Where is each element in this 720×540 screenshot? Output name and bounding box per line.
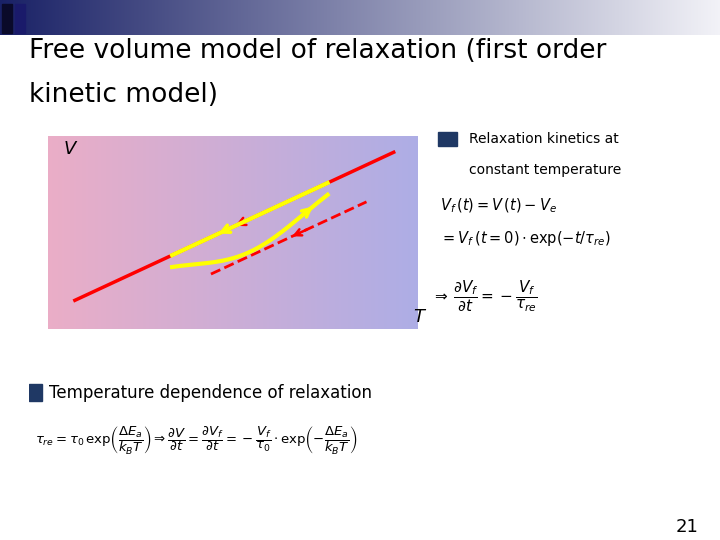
Text: kinetic model): kinetic model): [29, 82, 218, 107]
Bar: [2, 3, 12, 33]
Text: 21: 21: [675, 518, 698, 536]
Text: Relaxation kinetics at: Relaxation kinetics at: [469, 132, 618, 146]
Text: Free volume model of relaxation (first order: Free volume model of relaxation (first o…: [29, 38, 606, 64]
Bar: [438, 132, 457, 146]
Text: T: T: [413, 308, 424, 326]
Bar: [29, 384, 42, 401]
Text: $V_f\,(t)=V\,(t)-V_e$: $V_f\,(t)=V\,(t)-V_e$: [441, 196, 557, 215]
Text: $=V_f\,(t=0)\cdot\exp(-t/\tau_{re})$: $=V_f\,(t=0)\cdot\exp(-t/\tau_{re})$: [441, 230, 611, 248]
Text: constant temperature: constant temperature: [469, 163, 621, 177]
Text: $\Rightarrow\,\dfrac{\partial V_f}{\partial t}=-\dfrac{V_f}{\tau_{re}}$: $\Rightarrow\,\dfrac{\partial V_f}{\part…: [432, 278, 538, 314]
Text: Temperature dependence of relaxation: Temperature dependence of relaxation: [49, 384, 372, 402]
Bar: [15, 3, 25, 33]
Text: $\tau_{re}=\tau_0\,\exp\!\left(\dfrac{\Delta E_a}{k_B T}\right)\Rightarrow\dfrac: $\tau_{re}=\tau_0\,\exp\!\left(\dfrac{\D…: [35, 426, 358, 457]
Text: V: V: [63, 140, 76, 158]
